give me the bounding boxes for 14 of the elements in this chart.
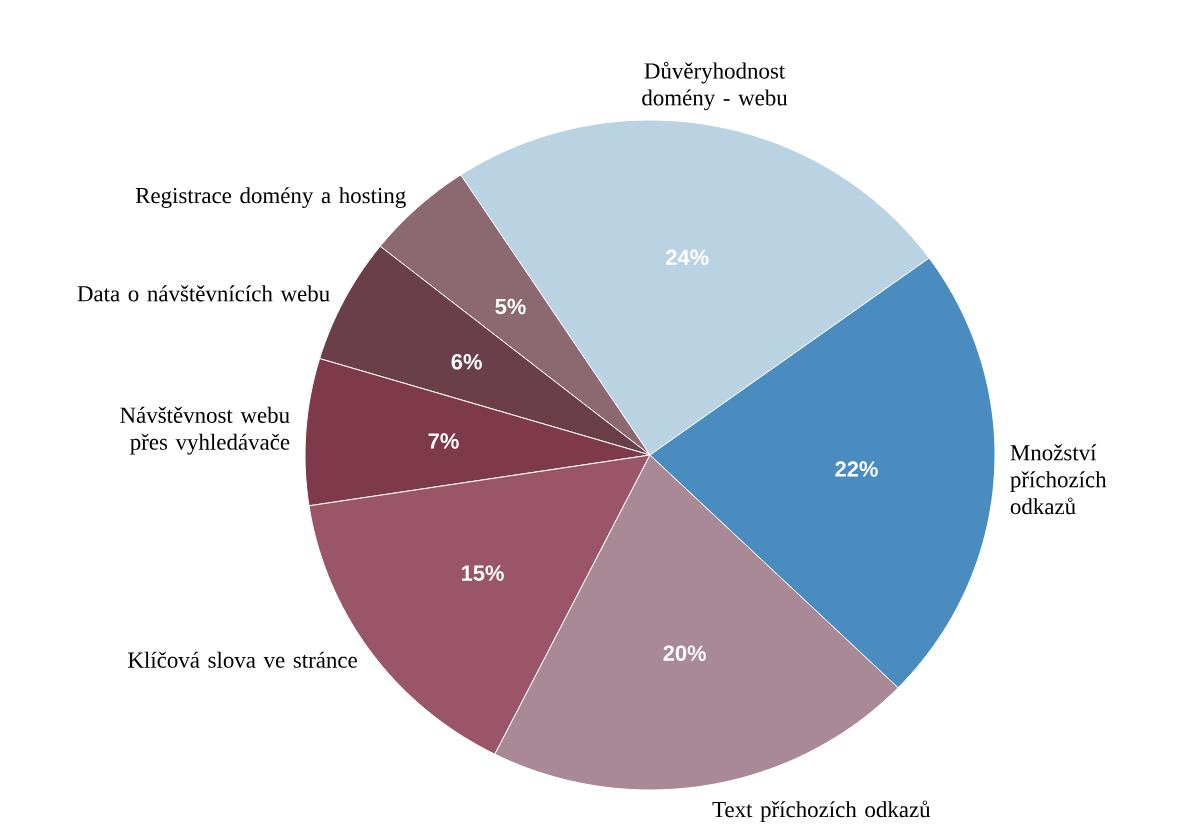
data-label: 15% [461,565,504,581]
slice-label: Data o návštěvnících webu [77,285,330,302]
slice-label: Důvěryhodnost domény - webu [642,61,788,111]
data-label: 20% [663,645,706,661]
slice-label: Registrace domény a hosting [135,187,406,209]
data-label: 5% [495,298,526,315]
data-label: 6% [451,353,482,370]
slice-label: Návštěvnost webu přes vyhledávače [120,406,290,455]
slice-label: Klíčová slova ve stránce [128,651,357,668]
slice-label: Množství příchozích odkazů [1010,444,1107,515]
data-label: 22% [835,461,878,477]
slice-label: Text příchozích odkazů [712,800,931,822]
data-label: 24% [666,249,709,266]
data-label: 7% [428,433,459,449]
